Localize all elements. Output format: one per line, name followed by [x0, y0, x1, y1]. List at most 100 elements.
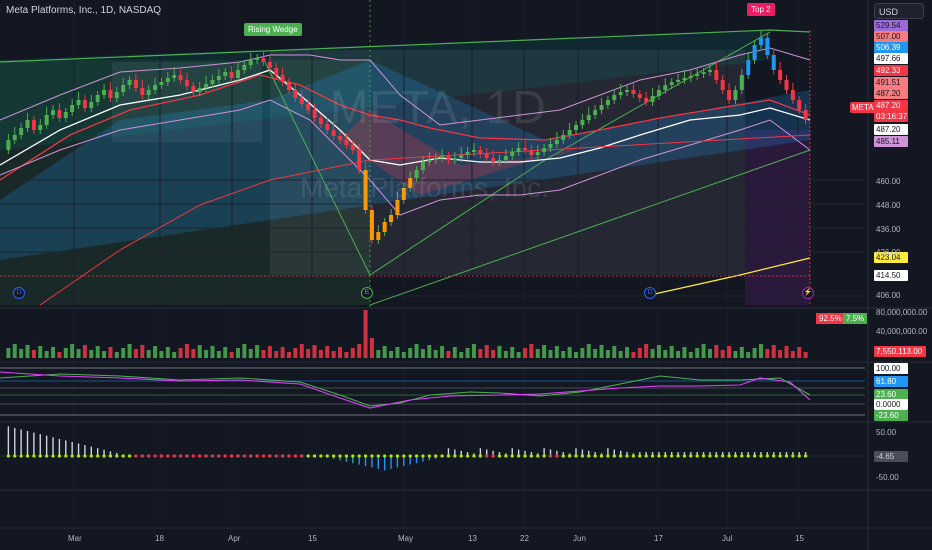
symbol-title[interactable]: Meta Platforms, Inc., 1D, NASDAQ: [6, 5, 162, 16]
price-box-5: 491.51: [874, 77, 908, 88]
candle-body: [561, 135, 566, 140]
osc-dot: [778, 454, 782, 458]
osc-dot: [255, 454, 259, 458]
lightning-event-icon[interactable]: ⚡: [802, 287, 814, 299]
volume-bar: [82, 345, 87, 358]
candle-body: [376, 232, 381, 240]
volume-bar: [140, 345, 145, 358]
price-box-8: 03:16:37: [874, 111, 908, 122]
osc-dot: [695, 454, 699, 458]
candle-body: [140, 88, 145, 95]
osc-dot: [631, 454, 636, 458]
osc-dot: [759, 454, 763, 458]
volume-pct-red: 92.5%: [816, 313, 845, 324]
candle-body: [235, 70, 240, 78]
osc-dot: [338, 454, 342, 458]
candle-body: [6, 140, 11, 150]
price-box-12: 414.50: [874, 270, 908, 281]
volume-bar: [484, 345, 489, 358]
candle-body: [76, 100, 81, 105]
volume-bar: [561, 351, 566, 358]
candle-body: [688, 76, 693, 78]
volume-bar: [420, 349, 425, 358]
volume-bar: [790, 351, 795, 358]
watermark-ticker: META, 1D: [330, 81, 547, 133]
volume-bar: [51, 347, 56, 358]
osc-dot: [619, 454, 623, 458]
rising-wedge-tag[interactable]: Rising Wedge: [244, 23, 302, 36]
time-label-10: 15: [795, 534, 804, 543]
candle-body: [210, 80, 215, 84]
price-box-4: 492.33: [874, 65, 908, 76]
candle-body: [420, 162, 425, 170]
candle-body: [401, 188, 406, 200]
dividend-event-icon-2[interactable]: D: [644, 287, 656, 299]
candle-body: [778, 70, 783, 80]
volume-bar: [127, 344, 132, 358]
osc-dot: [383, 454, 387, 458]
osc-dot: [108, 454, 113, 458]
osc-dot: [261, 454, 266, 458]
volume-bar: [146, 350, 151, 358]
top2-tag[interactable]: Top 2: [747, 3, 775, 16]
candle-body: [63, 112, 68, 118]
candle-body: [216, 76, 221, 80]
osc-dot: [708, 454, 712, 458]
candle-body: [758, 38, 763, 45]
price-box-9: 487.20: [874, 124, 908, 135]
osc-dot: [721, 454, 725, 458]
candle-body: [255, 58, 260, 60]
osc-dot: [389, 454, 393, 458]
volume-bar: [242, 344, 247, 358]
osc-dot: [408, 454, 412, 458]
volume-bar: [522, 348, 527, 358]
dividend-event-icon[interactable]: D: [13, 287, 25, 299]
volume-bar: [631, 352, 636, 358]
volume-bar: [108, 347, 113, 358]
candle-body: [382, 222, 387, 232]
candle-body: [522, 148, 527, 150]
volume-bar: [216, 351, 221, 358]
osc-dot: [223, 454, 227, 458]
time-label-0: Mar: [68, 534, 82, 543]
rsi-box-618: 61.80: [874, 376, 908, 387]
volume-bar: [459, 352, 464, 358]
price-box-2: 506.39: [874, 42, 908, 53]
volume-bar: [535, 349, 540, 358]
osc-dot: [325, 454, 329, 458]
currency-button[interactable]: USD: [874, 3, 924, 19]
candle-body: [299, 98, 304, 104]
volume-bar: [338, 347, 343, 358]
volume-bar: [739, 347, 744, 358]
volume-bar: [720, 350, 725, 358]
candle-body: [44, 115, 49, 125]
volume-bar: [376, 350, 381, 358]
volume-bar: [797, 347, 802, 358]
osc-dot: [804, 454, 808, 458]
volume-bar: [287, 352, 292, 358]
volume-bar: [478, 349, 483, 358]
volume-bar: [503, 351, 508, 358]
candle-body: [771, 55, 776, 70]
osc-dot: [6, 454, 10, 458]
candle-body: [102, 90, 107, 95]
osc-dot: [19, 454, 23, 458]
volume-bar: [542, 345, 547, 358]
volume-bar: [382, 346, 387, 358]
earnings-event-icon[interactable]: E: [361, 287, 373, 299]
volume-bar: [471, 344, 476, 358]
osc-dot: [523, 454, 527, 458]
volume-bar: [510, 347, 515, 358]
candle-body: [746, 60, 751, 75]
candle-body: [159, 82, 164, 85]
volume-bar: [89, 350, 94, 358]
candle-body: [503, 156, 508, 160]
osc-dot: [459, 454, 463, 458]
osc-dot: [45, 454, 49, 458]
osc-dot: [166, 454, 170, 458]
volume-bar: [625, 347, 630, 358]
osc-dot: [319, 454, 323, 458]
volume-bar: [369, 338, 374, 358]
